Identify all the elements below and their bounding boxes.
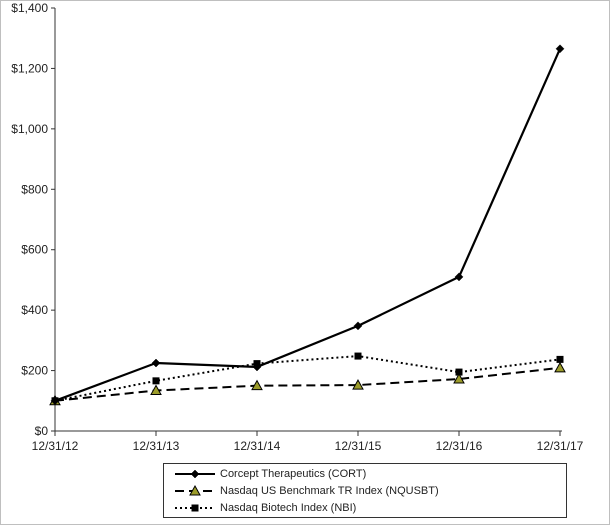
data-point-cort (454, 272, 464, 282)
data-point-cort (555, 44, 565, 54)
legend-swatch-nbi (175, 504, 215, 512)
chart-legend: Corcept Therapeutics (CORT) Nasdaq US Be… (163, 463, 567, 518)
data-point-cort (252, 362, 262, 372)
series-lines (54, 48, 562, 402)
y-tick-label: $200 (21, 364, 48, 378)
chart-axes (54, 8, 562, 432)
y-tick-label: $400 (21, 303, 48, 317)
x-tick-label: 12/31/15 (335, 439, 382, 453)
x-tick-label: 12/31/14 (234, 439, 281, 453)
legend-label-cort: Corcept Therapeutics (CORT) (220, 468, 367, 480)
x-axis-ticks: 12/31/12 12/31/13 12/31/14 12/31/15 12/31/16… (32, 431, 584, 453)
y-tick-label: $0 (35, 424, 49, 438)
y-axis-ticks: $0 $200 $400 $600 $800 $1,000 $1,200 $1,400 (11, 1, 55, 438)
series-line-nbi (54, 355, 561, 402)
data-point-cort (151, 358, 161, 368)
data-point-cort (50, 396, 60, 406)
legend-label-nbi: Nasdaq Biotech Index (NBI) (220, 502, 357, 514)
data-point-cort (353, 321, 363, 331)
legend-item-nbi: Nasdaq Biotech Index (NBI) (172, 500, 562, 516)
data-point-nbi (556, 355, 564, 363)
legend-swatch-marker (189, 484, 201, 496)
data-point-nbi (354, 352, 362, 360)
x-tick-label: 12/31/13 (133, 439, 180, 453)
data-point-nqusbt (352, 379, 364, 390)
legend-swatch-marker (190, 469, 200, 479)
y-tick-label: $1,200 (11, 61, 48, 75)
series-line-cort (54, 48, 562, 402)
data-point-nqusbt (453, 373, 465, 384)
series-line-nqusbt (54, 366, 561, 402)
data-point-nbi (152, 377, 160, 385)
legend-swatch-cort (175, 469, 215, 479)
legend-item-cort: Corcept Therapeutics (CORT) (172, 466, 562, 482)
series-markers (49, 44, 566, 406)
legend-item-nqusbt: Nasdaq US Benchmark TR Index (NQUSBT) (172, 483, 562, 499)
y-tick-label: $600 (21, 243, 48, 257)
data-point-nqusbt (554, 361, 566, 373)
x-tick-label: 12/31/12 (32, 439, 79, 453)
x-tick-label: 12/31/17 (537, 439, 584, 453)
data-point-nbi (455, 368, 463, 376)
data-point-nqusbt (150, 384, 162, 396)
legend-label-nqusbt: Nasdaq US Benchmark TR Index (NQUSBT) (220, 485, 439, 497)
data-point-nqusbt (251, 379, 263, 391)
y-tick-label: $800 (21, 182, 48, 196)
legend-swatch-nqusbt (175, 484, 215, 496)
legend-swatch-marker (191, 504, 199, 512)
y-tick-label: $1,400 (11, 1, 48, 15)
x-tick-label: 12/31/16 (436, 439, 483, 453)
y-tick-label: $1,000 (11, 122, 48, 136)
